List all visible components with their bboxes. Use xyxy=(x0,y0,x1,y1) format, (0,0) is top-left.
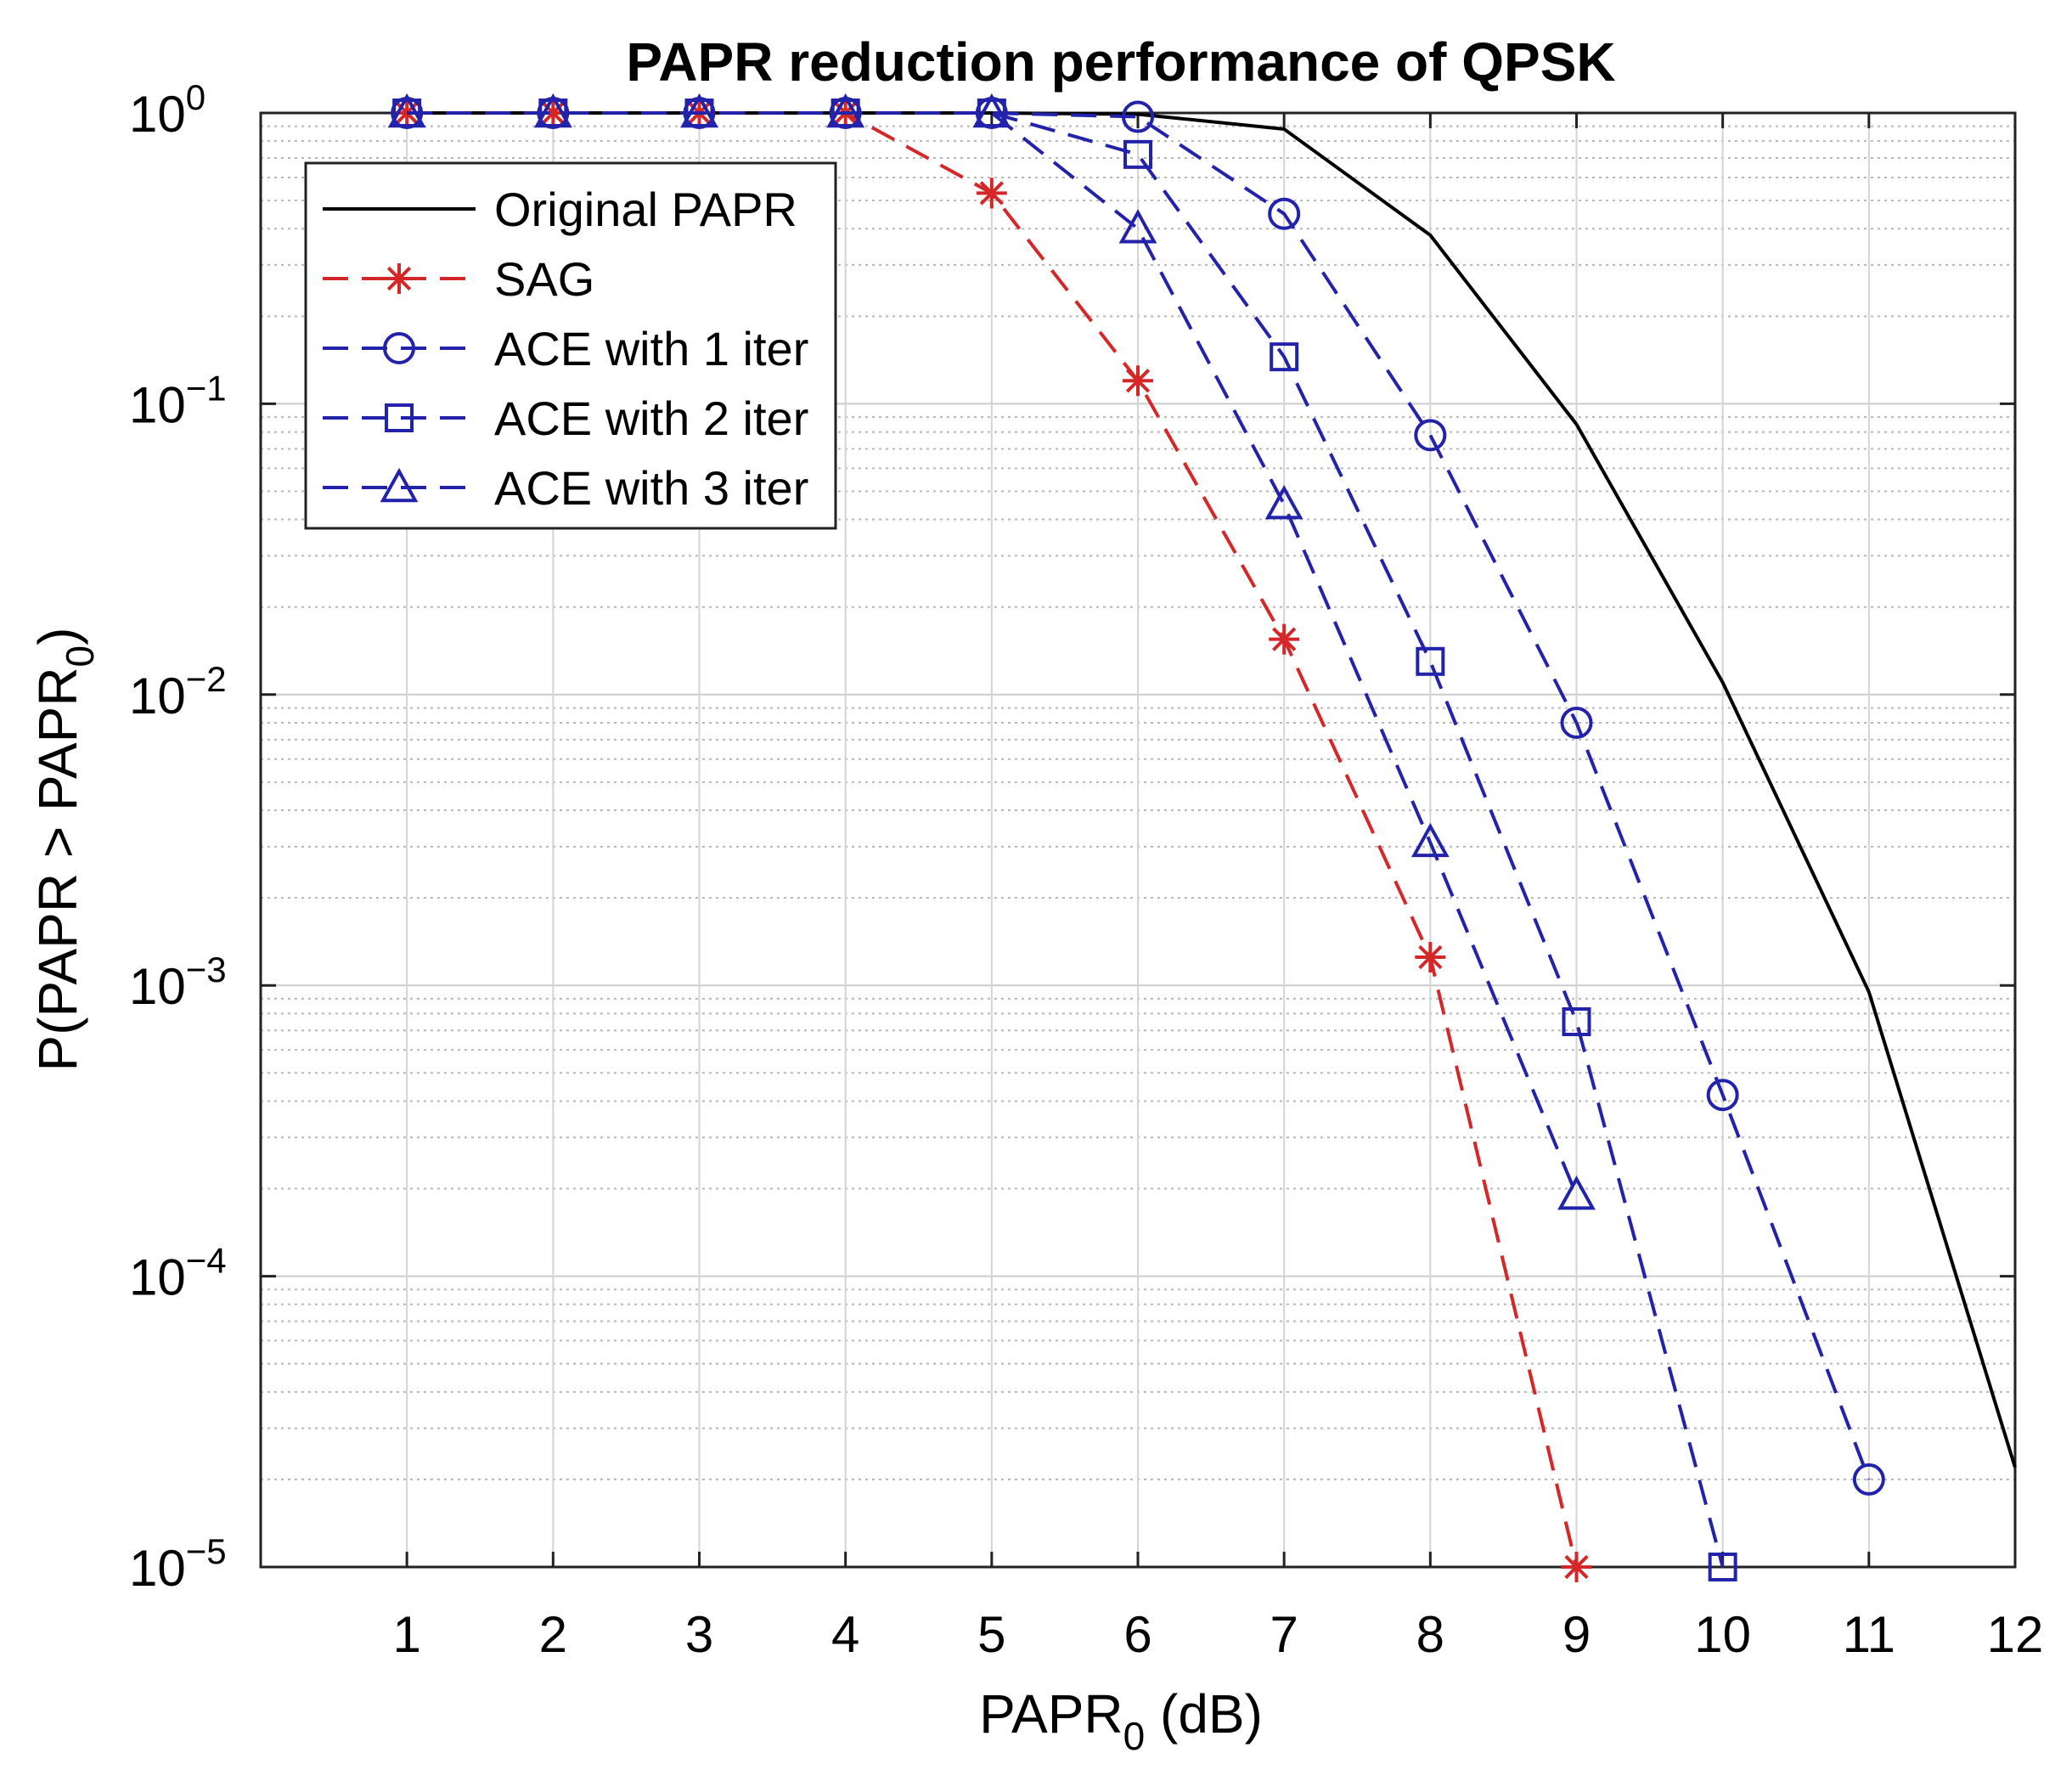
legend-triangle-marker xyxy=(380,467,419,503)
marker-stroke xyxy=(386,266,412,291)
legend-entry-original-papr: Original PAPR xyxy=(323,183,797,236)
legend-box xyxy=(304,161,837,530)
triangle-marker xyxy=(826,93,865,128)
circle-marker xyxy=(1706,1079,1739,1112)
y-axis-label: P(PAPR > PAPR0) xyxy=(27,628,102,1072)
circle-marker xyxy=(1414,419,1447,452)
marker-stroke xyxy=(979,181,1004,206)
square-marker xyxy=(1270,342,1299,372)
legend-circle-marker xyxy=(383,332,415,364)
legend-square-marker xyxy=(385,403,414,432)
series-line xyxy=(407,111,2017,1468)
star-marker xyxy=(1123,365,1153,397)
x-tick-label: 12 xyxy=(1987,1606,2044,1663)
series-line xyxy=(407,111,1579,1196)
marker-stroke xyxy=(541,100,566,126)
legend-label: Original PAPR xyxy=(494,183,797,236)
legend-entry-ace-with-1-iter: ACE with 1 iter xyxy=(323,322,808,375)
x-tick-label: 9 xyxy=(1562,1606,1591,1663)
circle-marker xyxy=(1560,706,1593,739)
legend-label: ACE with 2 iter xyxy=(494,392,808,445)
circle-marker xyxy=(1122,100,1154,133)
marker-stroke xyxy=(395,100,419,126)
series-original-papr xyxy=(407,111,2017,1468)
x-tick-label: 10 xyxy=(1694,1606,1751,1663)
y-tick-label: 10−1 xyxy=(129,368,227,433)
legend-entry-ace-with-2-iter: ACE with 2 iter xyxy=(323,392,808,445)
triangle-marker xyxy=(1264,485,1303,520)
x-tick-label: 1 xyxy=(392,1606,420,1663)
triangle-marker xyxy=(387,93,426,128)
x-tick-label: 11 xyxy=(1843,1606,1895,1663)
x-tick-label: 7 xyxy=(1270,1606,1298,1663)
triangle-marker xyxy=(1557,1175,1596,1210)
y-tick-label: 10−5 xyxy=(129,1531,227,1597)
x-tick-label: 3 xyxy=(685,1606,713,1663)
star-marker xyxy=(1415,942,1446,973)
x-axis-label: PAPR0 (dB) xyxy=(979,1683,1263,1758)
x-tick-label: 5 xyxy=(977,1606,1005,1663)
marker-stroke xyxy=(1272,627,1297,651)
chart-title: PAPR reduction performance of QPSK xyxy=(626,31,1615,93)
legend-star-marker xyxy=(384,263,414,294)
x-tick-label: 4 xyxy=(831,1606,859,1663)
triangle-marker xyxy=(972,93,1011,128)
circle-marker xyxy=(1852,1463,1885,1496)
legend-label: ACE with 1 iter xyxy=(494,322,808,375)
star-marker xyxy=(976,178,1007,209)
series-sag xyxy=(391,98,1592,1582)
legend-entry-sag: SAG xyxy=(323,252,594,306)
triangle-marker xyxy=(1410,822,1450,858)
marker-stroke xyxy=(1418,944,1443,970)
square-marker xyxy=(1416,646,1445,676)
triangle-marker xyxy=(533,93,572,128)
legend-label: SAG xyxy=(494,252,594,306)
star-marker xyxy=(1561,1552,1592,1582)
star-marker xyxy=(1269,623,1300,655)
y-tick-label: 10−4 xyxy=(129,1241,227,1306)
series-ace-with-3-iter xyxy=(387,93,1596,1210)
x-tick-label: 2 xyxy=(539,1606,567,1663)
triangle-marker xyxy=(1118,209,1157,244)
marker-stroke xyxy=(1125,369,1151,393)
x-tick-label: 8 xyxy=(1416,1606,1444,1663)
y-tick-label: 10−3 xyxy=(129,950,227,1015)
square-marker xyxy=(1123,139,1152,169)
square-marker xyxy=(1708,1553,1737,1581)
y-tick-label: 10−2 xyxy=(129,659,227,724)
triangle-marker xyxy=(680,93,718,128)
square-marker xyxy=(1562,1006,1591,1036)
legend-label: ACE with 3 iter xyxy=(494,461,808,515)
legend-entry-ace-with-3-iter: ACE with 3 iter xyxy=(323,461,808,515)
y-tick-label: 100 xyxy=(129,77,206,143)
circle-marker xyxy=(1268,197,1301,230)
x-tick-label: 6 xyxy=(1123,1606,1151,1663)
marker-stroke xyxy=(1564,1554,1589,1580)
